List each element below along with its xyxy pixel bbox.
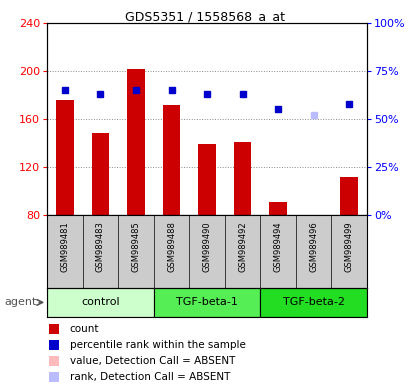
Bar (127, 69, 144, 215)
Text: GSM989488: GSM989488 (166, 221, 175, 272)
Text: TGF-beta-1: TGF-beta-1 (176, 297, 237, 308)
Bar (198, 144, 216, 215)
Text: GSM989499: GSM989499 (344, 221, 353, 271)
Text: GDS5351 / 1558568_a_at: GDS5351 / 1558568_a_at (125, 10, 284, 23)
Bar (91, 133, 109, 215)
Bar (153, 288, 260, 317)
Text: rank, Detection Call = ABSENT: rank, Detection Call = ABSENT (70, 372, 229, 382)
Text: percentile rank within the sample: percentile rank within the sample (70, 340, 245, 350)
Text: GSM989492: GSM989492 (238, 221, 247, 271)
Text: GSM989494: GSM989494 (273, 221, 282, 271)
Bar (47, 288, 153, 317)
Bar (339, 177, 357, 215)
Text: control: control (81, 297, 119, 308)
Text: GSM989481: GSM989481 (60, 221, 69, 271)
Text: TGF-beta-2: TGF-beta-2 (282, 297, 344, 308)
Bar (260, 288, 366, 317)
Text: count: count (70, 324, 99, 334)
Bar (233, 142, 251, 215)
Bar (269, 202, 286, 215)
Text: GSM989496: GSM989496 (308, 221, 317, 271)
Bar (162, 104, 180, 215)
Bar (56, 100, 74, 215)
Text: value, Detection Call = ABSENT: value, Detection Call = ABSENT (70, 356, 234, 366)
Text: agent: agent (4, 297, 36, 308)
Text: GSM989485: GSM989485 (131, 221, 140, 271)
Text: GSM989483: GSM989483 (96, 221, 105, 272)
Text: GSM989490: GSM989490 (202, 221, 211, 271)
